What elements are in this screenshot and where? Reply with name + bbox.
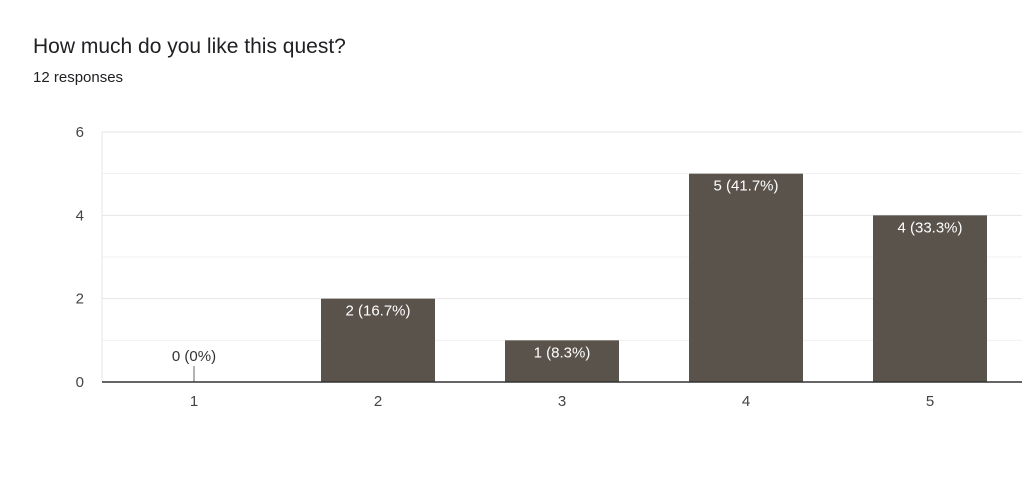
data-label: 1 (8.3%) bbox=[534, 344, 591, 361]
data-label: 2 (16.7%) bbox=[345, 303, 410, 320]
data-label: 5 (41.7%) bbox=[713, 178, 778, 195]
bar bbox=[873, 215, 987, 382]
bar bbox=[505, 340, 619, 382]
y-tick-label: 6 bbox=[76, 124, 84, 141]
response-count: 12 responses bbox=[33, 69, 124, 86]
bar bbox=[689, 173, 803, 382]
data-label: 0 (0%) bbox=[172, 348, 216, 365]
y-tick-label: 2 bbox=[76, 291, 84, 308]
x-tick-label: 5 bbox=[926, 393, 934, 410]
y-tick-label: 0 bbox=[76, 374, 84, 391]
bar bbox=[321, 298, 435, 382]
x-tick-label: 2 bbox=[374, 393, 382, 410]
x-tick-label: 3 bbox=[558, 393, 566, 410]
x-tick-label: 1 bbox=[190, 393, 198, 410]
data-label: 4 (33.3%) bbox=[897, 219, 962, 236]
x-tick-label: 4 bbox=[742, 393, 750, 410]
y-tick-label: 4 bbox=[76, 207, 84, 224]
question-title: How much do you like this quest? bbox=[33, 35, 346, 58]
